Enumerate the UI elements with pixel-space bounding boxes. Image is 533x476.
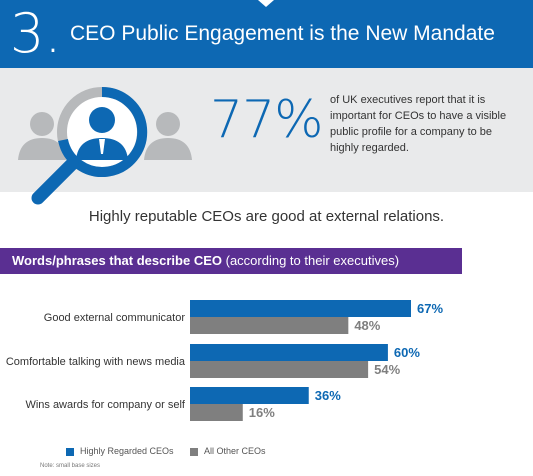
section-number: 3. — [10, 2, 62, 65]
section-title-bar: Words/phrases that describe CEO (accordi… — [0, 248, 462, 274]
magnifier-icon — [18, 86, 192, 205]
header-notch — [258, 0, 274, 7]
data-label: 67% — [417, 301, 443, 316]
data-label: 36% — [315, 388, 341, 403]
data-label: 48% — [354, 318, 380, 333]
data-label: 16% — [249, 405, 275, 420]
bar-highly-regarded — [190, 344, 388, 361]
stat-value: 77% — [210, 90, 324, 150]
bar-all-other — [190, 317, 349, 334]
page-title: CEO Public Engagement is the New Mandate — [70, 22, 495, 45]
category-label: Wins awards for company or self — [25, 399, 185, 411]
legend-swatch-gray — [190, 447, 198, 456]
people-icon — [18, 112, 192, 160]
bar-highly-regarded — [190, 387, 309, 404]
category-label: Comfortable talking with news media — [6, 356, 186, 368]
bar-all-other — [190, 404, 243, 421]
data-label: 60% — [394, 345, 420, 360]
header-band: 3. CEO Public Engagement is the New Mand… — [0, 0, 533, 68]
legend-label-highly-regarded: Highly Regarded CEOs — [80, 446, 174, 456]
bar-chart: Good external communicator 67% 48% Comforta… — [6, 300, 443, 421]
category-label: Good external communicator — [44, 312, 186, 324]
stat-description: of UK executives report that it is impor… — [330, 94, 507, 154]
person-icon — [76, 107, 128, 160]
stat-panel: 77% of UK executives report that it is i… — [0, 68, 533, 205]
legend-item-highly-regarded: Highly Regarded CEOs — [66, 446, 174, 456]
legend-swatch-blue — [66, 447, 74, 456]
footnote: Note: small base sizes — [40, 463, 101, 469]
bar-highly-regarded — [190, 300, 411, 317]
legend-item-all-other: All Other CEOs — [190, 446, 266, 456]
data-label: 54% — [374, 362, 400, 377]
section-title: Words/phrases that describe CEO (accordi… — [12, 253, 399, 269]
subtitle: Highly reputable CEOs are good at extern… — [88, 208, 445, 225]
section-title-normal: (according to their executives) — [225, 253, 400, 268]
bar-all-other — [190, 361, 369, 378]
legend-label-all-other: All Other CEOs — [204, 446, 266, 456]
section-title-bold: Words/phrases that describe CEO — [12, 253, 222, 268]
